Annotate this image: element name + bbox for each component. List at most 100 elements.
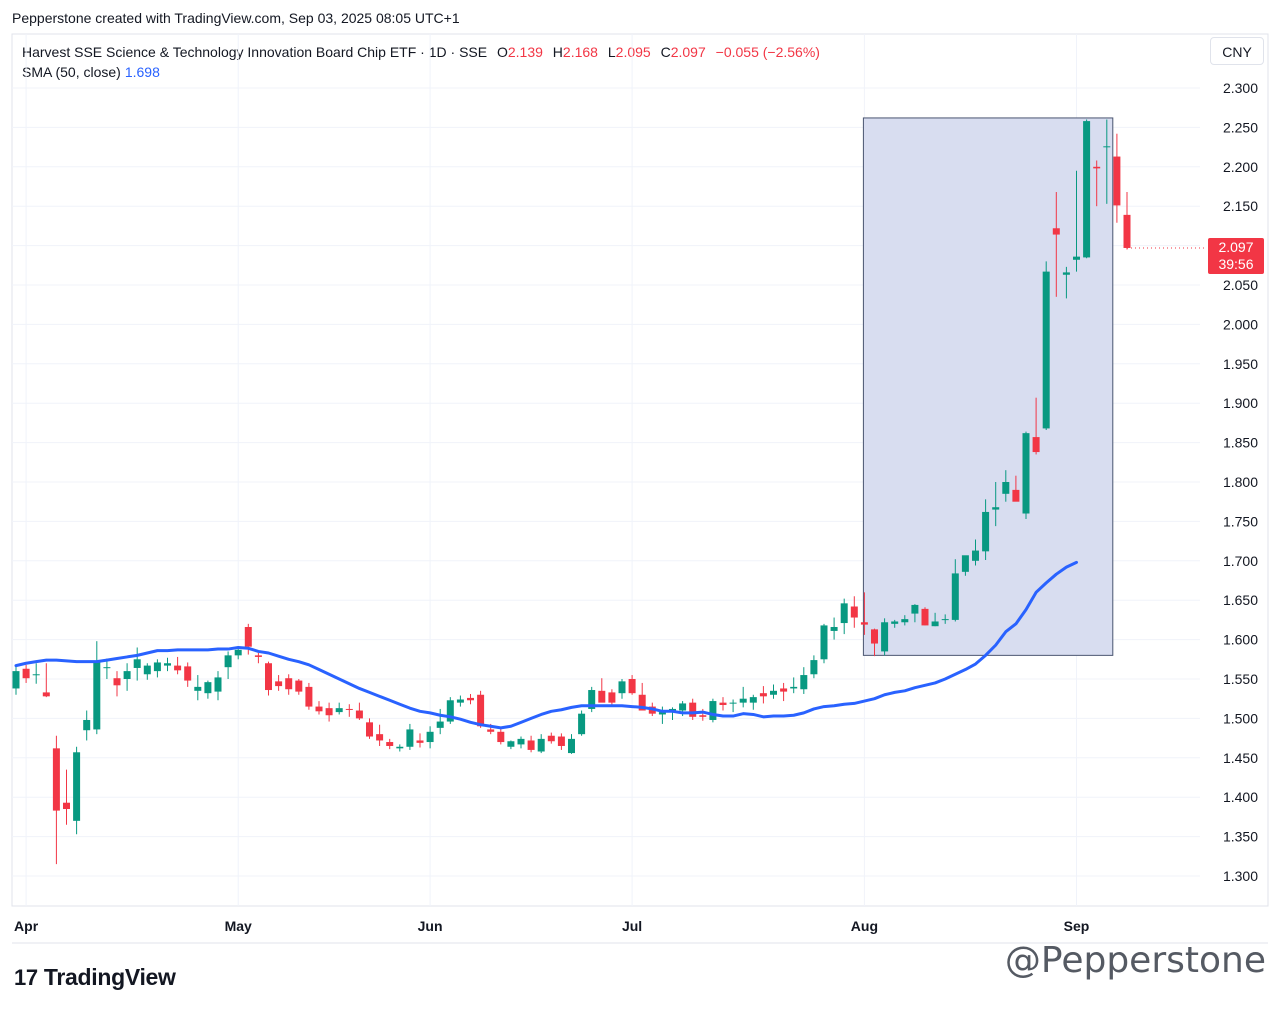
candle-body [951,573,959,620]
last-price-value: 2.097 [1218,239,1254,255]
candle-body [32,674,40,676]
symbol-title[interactable]: Harvest SSE Science & Technology Innovat… [22,44,488,60]
y-tick-label: 1.300 [1223,868,1258,884]
candle-body [790,686,798,689]
candle-body [467,697,474,701]
tradingview-wordmark: TradingView [43,964,176,990]
candle-body [1083,121,1091,258]
candle-body [800,675,808,690]
x-tick-label: Jun [418,918,443,934]
y-tick-label: 1.500 [1223,710,1258,726]
candle-body [143,665,151,675]
candle-body [972,550,979,561]
candle-body [224,655,232,668]
y-tick-label: 1.450 [1223,750,1258,766]
candle-body [921,608,929,626]
currency-button[interactable]: CNY [1210,37,1264,65]
chart-legend: Harvest SSE Science & Technology Innovat… [22,42,820,82]
candle-body [770,690,777,695]
sma-line [14,560,1078,730]
candle-body [1062,272,1070,275]
candle-body [992,507,1000,510]
candle-body [396,746,404,749]
candle-body [568,738,575,754]
candle-body [345,708,353,710]
x-tick-label: Jul [622,918,642,934]
candle-body [456,699,464,703]
candle-body [830,626,838,631]
tradingview-logo[interactable]: 17 TradingView [14,964,176,991]
candle-body [982,511,990,552]
candle-body [1113,156,1121,206]
candle-body [517,738,525,745]
candle-body [1022,433,1030,514]
candle-body [295,680,303,692]
candle-body [638,694,646,711]
candle-body [446,700,454,722]
candle-body [204,682,212,694]
candle-body [557,736,565,746]
candle-body [527,740,535,750]
candle-body [234,649,242,656]
candle-body [63,802,70,810]
x-tick-label: Apr [14,918,39,934]
low-value: 2.095 [615,44,651,60]
plot-frame [11,33,1269,907]
candle-body [416,740,424,743]
high-label: H [552,44,563,60]
candle-body [335,708,343,713]
candle-body [477,694,485,727]
ohlc-row: Harvest SSE Science & Technology Innovat… [22,42,820,62]
candle-body [628,679,636,694]
candle-body [860,622,868,625]
y-tick-label: 2.050 [1223,277,1258,293]
candle-body [961,555,969,572]
y-tick-label: 1.650 [1223,592,1258,608]
candle-body [153,662,161,672]
candle-body [83,719,91,731]
y-tick-label: 2.250 [1223,119,1258,135]
y-tick-label: 1.800 [1223,474,1258,490]
candle-body [93,662,101,730]
y-tick-label: 1.900 [1223,395,1258,411]
candle-body [174,665,182,671]
candle-body [547,735,555,742]
candle-body [699,715,707,717]
y-tick-label: 2.300 [1223,80,1258,96]
candle-body [12,671,20,689]
candle-body [759,693,767,697]
candle-body [1012,489,1020,502]
y-tick-label: 2.150 [1223,198,1258,214]
y-tick-label: 1.600 [1223,632,1258,648]
y-tick-label: 1.350 [1223,829,1258,845]
candle-body [123,671,131,679]
candle-body [719,702,727,706]
chart-created-header: Pepperstone created with TradingView.com… [12,10,460,26]
x-tick-label: Sep [1064,918,1090,934]
candle-body [244,626,252,647]
y-tick-label: 1.850 [1223,435,1258,451]
candle-body [265,663,272,691]
candle-body [1052,228,1060,235]
candle-body [618,681,626,694]
candle-body [325,708,333,716]
y-tick-label: 1.400 [1223,789,1258,805]
candle-body [386,742,394,746]
sma-label[interactable]: SMA (50, close) [22,64,121,80]
change-value: −0.055 (−2.56%) [715,44,820,60]
candle-body [1123,214,1131,248]
candle-body [366,722,373,737]
candle-body [73,752,81,821]
candle-body [497,731,505,743]
candle-body [901,619,909,623]
candle-body [214,677,222,692]
candle-body [406,729,414,747]
sma-row: SMA (50, close) 1.698 [22,62,820,82]
candle-body [194,686,202,691]
high-value: 2.168 [562,44,598,60]
candle-body [658,712,666,715]
close-value: 2.097 [670,44,706,60]
x-tick-label: Aug [851,918,878,934]
candle-body [820,625,828,660]
